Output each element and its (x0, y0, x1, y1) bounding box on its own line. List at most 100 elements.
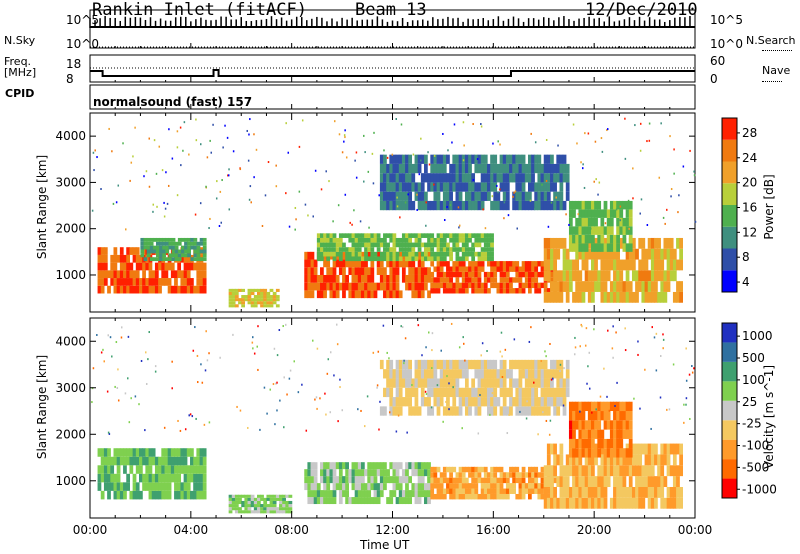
velocity-speck (115, 341, 118, 344)
freq-trace-line (90, 69, 695, 77)
power-speck (371, 152, 374, 155)
velocity-speck (595, 408, 597, 411)
velocity-speck (489, 413, 491, 416)
power-speck (628, 227, 630, 230)
power-speck (215, 197, 218, 200)
power-speck (134, 126, 136, 129)
velocity-speck (431, 367, 433, 370)
velocity-speck (325, 413, 327, 416)
velocity-speck (424, 390, 427, 393)
velocity-speck (533, 381, 535, 384)
velocity-speck (273, 347, 276, 350)
velocity-speck (587, 365, 589, 368)
power-speck (604, 222, 607, 225)
velocity-speck (208, 421, 211, 424)
power-speck (94, 149, 96, 152)
velocity-speck (464, 359, 466, 362)
velocity-speck (283, 376, 285, 379)
velocity-speck (324, 392, 326, 395)
power-speck (624, 117, 626, 120)
power-speck (218, 224, 221, 227)
velocity-speck (607, 329, 609, 332)
velocity-speck (201, 381, 204, 384)
velocity-speck (256, 345, 258, 348)
velocity-speck (425, 393, 428, 396)
velocity-speck (662, 333, 664, 336)
velocity-speck (188, 414, 190, 417)
x-tick-label: 04:00 (174, 523, 209, 537)
velocity-colorbar-swatch (722, 361, 737, 382)
velocity-speck (486, 350, 488, 353)
power-speck (491, 195, 494, 198)
power-speck (153, 139, 156, 142)
velocity-speck (192, 349, 195, 352)
power-speck (648, 139, 651, 142)
power-speck (418, 173, 421, 176)
power-speck (372, 182, 375, 185)
power-speck (228, 208, 231, 211)
velocity-speck (397, 414, 400, 417)
power-speck (507, 214, 510, 217)
velocity-speck (448, 382, 450, 385)
velocity-speck (616, 381, 618, 384)
velocity-speck (327, 358, 330, 361)
power-speck (476, 158, 479, 161)
velocity-speck (91, 401, 93, 404)
velocity-speck (406, 431, 408, 434)
velocity-speck (542, 411, 544, 414)
power-speck (660, 122, 662, 125)
power-speck (253, 176, 255, 179)
velocity-ytick-label: 2000 (55, 427, 86, 441)
power-speck (639, 149, 642, 152)
velocity-speck (117, 399, 120, 402)
power-speck (568, 223, 570, 226)
power-speck (148, 137, 151, 140)
velocity-speck (403, 359, 405, 362)
power-speck (363, 134, 365, 137)
power-speck (298, 190, 301, 193)
velocity-speck (526, 400, 528, 403)
velocity-speck (562, 404, 565, 407)
velocity-speck (171, 387, 173, 390)
power-speck (355, 151, 358, 154)
power-speck (206, 156, 209, 159)
power-speck (678, 194, 680, 197)
power-speck (545, 179, 548, 182)
power-speck (447, 149, 449, 152)
power-speck (693, 170, 695, 173)
velocity-ytick-label: 1000 (55, 474, 86, 488)
velocity-speck (196, 381, 199, 384)
power-speck (353, 209, 355, 212)
velocity-speck (591, 411, 593, 414)
nsearch-label: N.Search (746, 34, 796, 47)
power-speck (285, 122, 287, 125)
velocity-speck (526, 397, 529, 400)
power-speck (249, 185, 252, 188)
velocity-speck (154, 365, 157, 368)
velocity-speck (549, 342, 551, 345)
velocity-speck (196, 354, 199, 357)
velocity-speck (548, 371, 551, 374)
velocity-speck (522, 367, 525, 370)
power-speck (503, 201, 506, 204)
power-speck (267, 161, 270, 164)
velocity-speck (134, 395, 137, 398)
power-speck (148, 185, 151, 188)
power-colorbar-tick-label: 4 (742, 275, 750, 289)
power-speck (594, 140, 597, 143)
power-speck (428, 163, 431, 166)
power-speck (288, 225, 291, 228)
power-speck (112, 202, 115, 205)
power-region-5 (316, 233, 494, 262)
velocity-speck (145, 351, 147, 354)
velocity-speck (411, 384, 413, 387)
power-speck (294, 228, 296, 231)
power-speck (349, 221, 351, 224)
velocity-speck (195, 417, 197, 420)
power-speck (325, 170, 327, 173)
power-speck (412, 153, 415, 156)
velocity-speck (140, 359, 143, 362)
velocity-speck (584, 344, 587, 347)
power-speck (208, 227, 210, 230)
power-ytick-label: 2000 (55, 222, 86, 236)
